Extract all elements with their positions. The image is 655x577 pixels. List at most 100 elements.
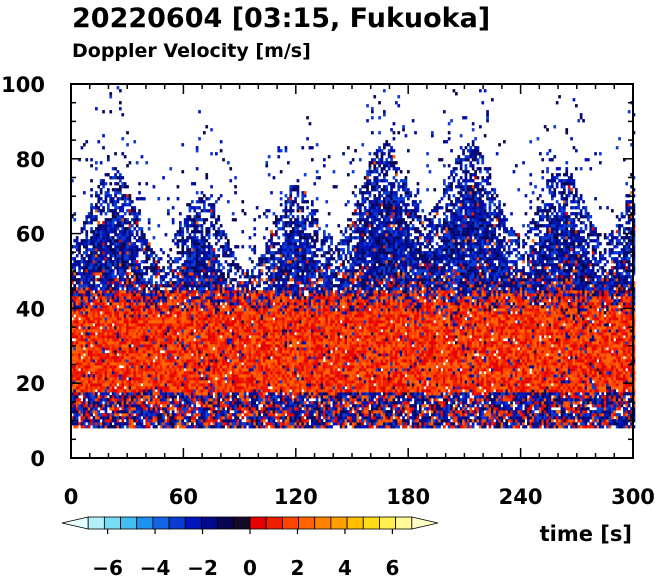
heatmap-cell [179,302,182,306]
heatmap-cell [255,413,259,417]
heatmap-cell [210,320,213,324]
heatmap-cell [255,302,259,306]
heatmap-cell [90,254,93,258]
heatmap-cell [123,401,127,405]
heatmap-cell [83,335,86,339]
heatmap-cell [181,338,185,342]
heatmap-cell [251,305,254,309]
heatmap-cell [109,344,113,348]
heatmap-cell [123,365,127,369]
heatmap-cell [116,239,120,243]
heatmap-cell [143,248,146,252]
heatmap-cell [78,269,81,273]
heatmap-cell [78,323,81,327]
heatmap-cell [207,305,211,309]
heatmap-cell [116,233,120,237]
heatmap-cell [135,287,139,291]
heatmap-cell [169,383,173,387]
heatmap-cell [227,332,230,336]
heatmap-cell [152,404,156,408]
heatmap-cell [174,281,177,285]
heatmap-cell [97,200,101,204]
heatmap-cell [227,293,230,297]
heatmap-cell [205,299,209,303]
heatmap-cell [92,314,96,318]
heatmap-cell [111,419,115,423]
heatmap-cell [203,272,206,276]
heatmap-cell [85,356,89,360]
heatmap-cell [83,398,86,402]
heatmap-cell [203,332,206,336]
heatmap-cell [215,335,218,339]
heatmap-cell [198,284,201,288]
heatmap-cell [131,425,134,429]
heatmap-cell [231,278,235,282]
heatmap-cell [109,242,113,246]
heatmap-cell [116,320,120,324]
heatmap-cell [104,278,108,282]
heatmap-cell [119,266,122,270]
heatmap-cell [99,161,103,165]
heatmap-cell [116,416,120,420]
heatmap-cell [191,395,194,399]
heatmap-cell [126,248,129,252]
heatmap-cell [195,314,199,318]
heatmap-cell [128,413,132,417]
heatmap-cell [222,248,225,252]
heatmap-cell [222,425,225,429]
heatmap-cell [229,389,233,393]
heatmap-cell [246,317,249,321]
heatmap-cell [126,362,129,366]
heatmap-cell [121,320,125,324]
heatmap-cell [167,404,170,408]
heatmap-cell [80,383,84,387]
heatmap-cell [219,344,223,348]
heatmap-cell [83,392,86,396]
heatmap-cell [116,341,120,345]
heatmap-cell [217,197,221,201]
heatmap-cell [111,212,115,216]
heatmap-cell [92,287,96,291]
heatmap-cell [90,407,93,411]
heatmap-cell [83,299,86,303]
heatmap-cell [131,332,134,336]
heatmap-cell [200,371,204,375]
heatmap-cell [85,272,89,276]
heatmap-cell [246,314,249,318]
heatmap-cell [97,389,101,393]
heatmap-cell [176,386,180,390]
heatmap-cell [119,221,122,225]
heatmap-cell [164,401,168,405]
heatmap-cell [150,299,153,303]
heatmap-cell [222,266,225,270]
heatmap-cell [219,278,223,282]
heatmap-cell [191,272,194,276]
heatmap-cell [229,299,233,303]
heatmap-cell [186,371,189,375]
heatmap-cell [128,374,132,378]
heatmap-cell [253,383,257,387]
heatmap-cell [138,371,141,375]
heatmap-cell [217,332,221,336]
heatmap-cell [102,239,105,243]
heatmap-cell [140,197,144,201]
heatmap-cell [210,260,213,264]
heatmap-cell [171,329,175,333]
heatmap-cell [164,362,168,366]
heatmap-cell [239,338,242,342]
heatmap-cell [152,371,156,375]
heatmap-cell [251,425,254,429]
heatmap-cell [263,365,266,369]
heatmap-cell [205,323,209,327]
heatmap-cell [176,305,180,309]
heatmap-cell [109,200,113,204]
heatmap-cell [111,308,115,312]
heatmap-cell [195,149,199,153]
heatmap-cell [152,416,156,420]
heatmap-cell [128,380,132,384]
heatmap-cell [147,392,151,396]
heatmap-cell [231,359,235,363]
heatmap-cell [121,227,125,231]
heatmap-cell [162,377,165,381]
heatmap-cell [159,305,163,309]
